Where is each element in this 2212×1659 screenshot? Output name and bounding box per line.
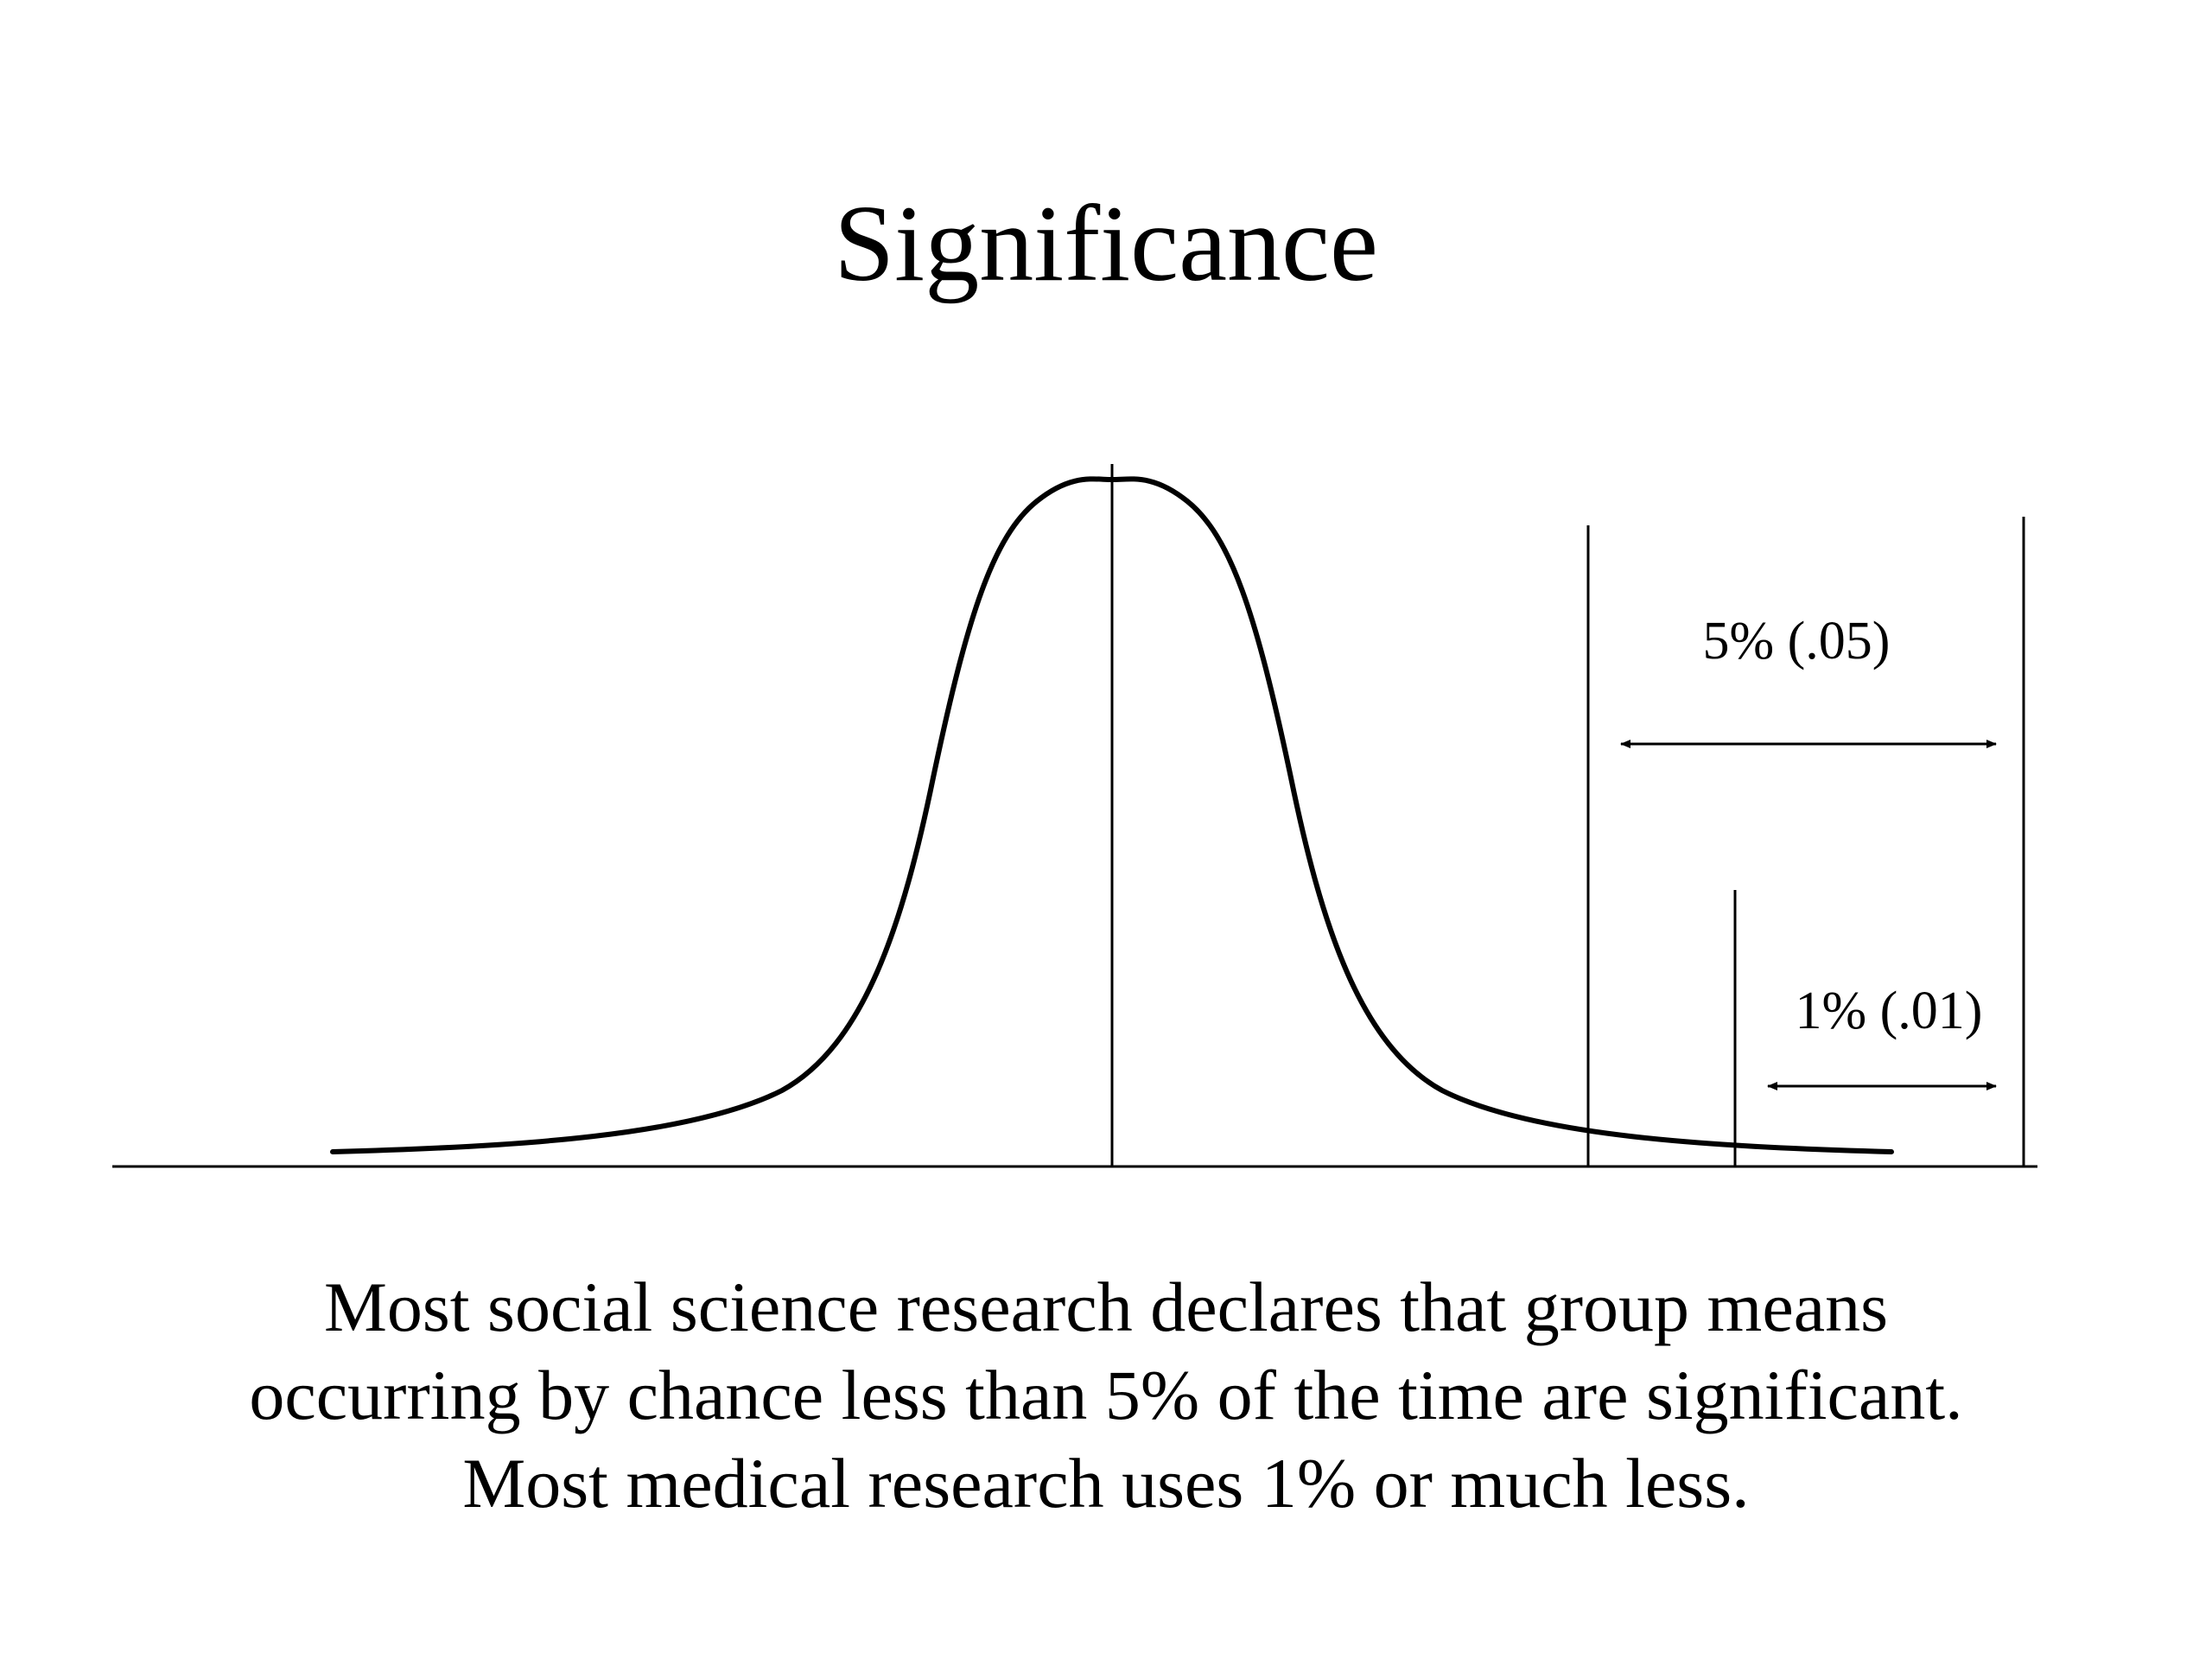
caption: Most social science research declares th… (0, 1263, 2212, 1528)
five-percent-label: 5% (.05) (1703, 612, 1891, 671)
page-title: Significance (834, 184, 1378, 304)
one-percent-label: 1% (.01) (1796, 982, 1983, 1040)
caption-line: occurring by chance less than 5% of the … (249, 1356, 1963, 1434)
caption-line: Most social science research declares th… (323, 1268, 1889, 1346)
caption-line: Most medical research uses 1% or much le… (462, 1444, 1750, 1522)
bell-curve (330, 476, 1894, 1154)
